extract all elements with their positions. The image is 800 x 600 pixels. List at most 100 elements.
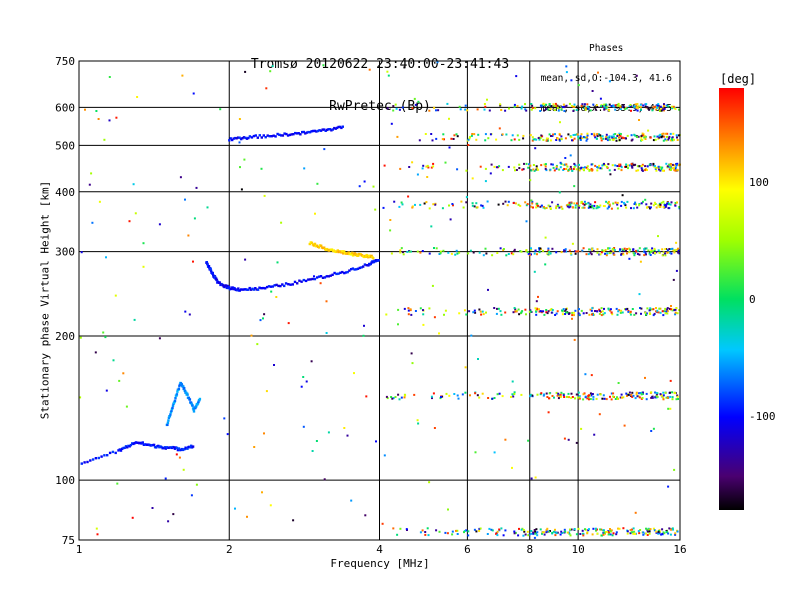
data-point bbox=[623, 248, 626, 251]
data-point bbox=[649, 528, 652, 531]
data-point bbox=[435, 137, 438, 140]
data-point bbox=[580, 133, 583, 136]
data-point bbox=[563, 528, 566, 531]
data-point bbox=[556, 310, 559, 313]
data-point bbox=[463, 531, 465, 534]
data-point bbox=[212, 274, 215, 277]
data-point bbox=[103, 454, 106, 457]
data-point bbox=[513, 532, 516, 535]
x-tick-label: 10 bbox=[571, 543, 584, 556]
data-point bbox=[614, 398, 617, 400]
data-point bbox=[435, 247, 438, 250]
data-point bbox=[665, 139, 668, 142]
data-point bbox=[438, 332, 440, 335]
data-point bbox=[647, 129, 650, 132]
data-point bbox=[622, 137, 625, 140]
data-point bbox=[433, 427, 436, 429]
data-point bbox=[671, 308, 674, 311]
data-point bbox=[394, 396, 397, 398]
data-point bbox=[596, 251, 599, 254]
data-point bbox=[398, 205, 401, 208]
data-point bbox=[673, 138, 675, 141]
data-point bbox=[255, 288, 258, 291]
data-point bbox=[559, 161, 562, 164]
data-point bbox=[635, 106, 638, 109]
data-point bbox=[643, 248, 646, 251]
data-point bbox=[571, 139, 573, 142]
data-point bbox=[555, 251, 558, 254]
data-point bbox=[187, 234, 190, 237]
data-point bbox=[626, 532, 629, 535]
data-point bbox=[209, 267, 212, 271]
data-point bbox=[267, 285, 271, 288]
data-point bbox=[79, 396, 82, 399]
data-point bbox=[641, 132, 644, 135]
data-point bbox=[372, 260, 376, 264]
data-point bbox=[676, 139, 679, 141]
data-point bbox=[108, 76, 111, 78]
data-point bbox=[639, 106, 642, 109]
data-point bbox=[532, 532, 535, 535]
data-point bbox=[630, 139, 633, 142]
data-point bbox=[674, 308, 677, 311]
data-point bbox=[347, 251, 350, 254]
data-point bbox=[596, 205, 599, 207]
data-point bbox=[172, 513, 175, 516]
data-point bbox=[536, 202, 539, 205]
data-point bbox=[662, 107, 665, 110]
data-point bbox=[513, 105, 516, 108]
data-point bbox=[556, 394, 559, 397]
data-point bbox=[633, 105, 636, 108]
data-point bbox=[644, 135, 647, 138]
data-point bbox=[572, 106, 575, 108]
data-point bbox=[562, 163, 565, 166]
data-point bbox=[676, 395, 679, 398]
data-point bbox=[655, 310, 658, 313]
data-point bbox=[315, 130, 318, 133]
data-point bbox=[558, 133, 561, 136]
data-point bbox=[667, 138, 670, 141]
data-point bbox=[590, 309, 593, 312]
data-point bbox=[554, 528, 556, 531]
data-point bbox=[307, 130, 310, 134]
data-point bbox=[632, 207, 635, 210]
data-point bbox=[469, 249, 472, 252]
data-point bbox=[536, 253, 538, 256]
data-point bbox=[490, 528, 493, 531]
data-point bbox=[666, 310, 669, 313]
data-point bbox=[578, 169, 581, 172]
data-point bbox=[214, 277, 218, 280]
data-point bbox=[595, 397, 598, 400]
data-point bbox=[540, 164, 543, 167]
data-point bbox=[584, 108, 587, 111]
data-point bbox=[501, 133, 504, 136]
data-point bbox=[261, 491, 263, 494]
data-point bbox=[652, 204, 655, 207]
data-point bbox=[563, 168, 566, 170]
data-point bbox=[471, 204, 474, 207]
data-point bbox=[548, 397, 550, 400]
data-point bbox=[669, 251, 672, 254]
data-point bbox=[557, 204, 560, 207]
data-point bbox=[496, 393, 499, 396]
data-point bbox=[674, 167, 677, 170]
data-point bbox=[600, 137, 603, 140]
data-point bbox=[657, 103, 660, 106]
data-point bbox=[529, 134, 532, 137]
data-point bbox=[558, 139, 561, 142]
data-point bbox=[198, 399, 201, 402]
data-point bbox=[666, 132, 669, 135]
data-point bbox=[671, 391, 674, 394]
data-point bbox=[401, 203, 404, 206]
data-point bbox=[493, 451, 496, 454]
data-point bbox=[667, 532, 670, 535]
data-point bbox=[582, 534, 585, 537]
data-point bbox=[269, 285, 273, 288]
data-point bbox=[464, 366, 467, 369]
data-point bbox=[585, 139, 588, 142]
data-point bbox=[582, 167, 585, 170]
data-point bbox=[658, 136, 661, 139]
data-point bbox=[608, 531, 610, 534]
data-point bbox=[648, 108, 651, 111]
data-point bbox=[577, 527, 580, 530]
